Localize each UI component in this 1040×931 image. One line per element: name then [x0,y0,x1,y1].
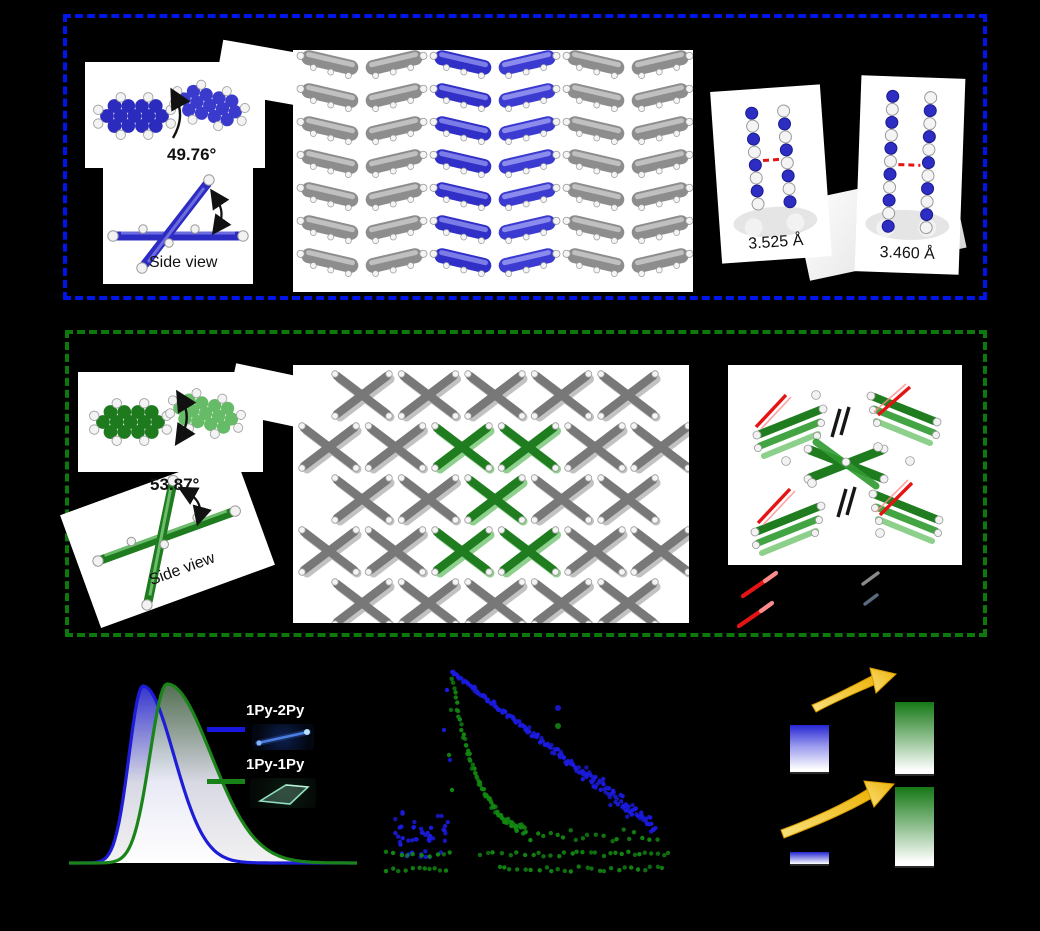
green-plate-crystal-photo [250,778,316,808]
energy-box-green-top [895,702,934,776]
blue-packing-panel [293,50,693,292]
pi-pi-black-contacts [830,406,857,518]
central-molecule [803,438,889,490]
cross-stacking-packing-diagram [293,365,689,623]
ch-pi-red-contacts-light [760,383,909,526]
legend-label-1py1py: 1Py-1Py [246,756,305,773]
twist-angle-arrow [174,389,197,447]
contact-legend-marks [736,570,880,629]
legend-label-1py2py: 1Py-2Py [246,702,305,719]
green-twist-angle-label: 53.87° [150,475,200,494]
decay-scatter-plot [383,669,671,874]
arrow-head-bottom [863,780,896,808]
black-contact-swatch [861,571,880,586]
blue-side-view-label: Side view [149,254,218,271]
energy-box-green-bottom [895,787,934,868]
green-packing-panel [293,365,689,623]
dihedral-arc-arrow [177,486,212,527]
pi-stack-columns-1 [733,104,818,238]
pi-stack-columns-2 [865,89,950,240]
blue-dimer-side-view-panel: Side view [103,168,253,284]
green-contacts-panel [728,365,962,565]
blue-crystal-section [63,14,987,300]
energy-box-blue-top [790,725,829,774]
dihedral-arc-arrow [210,188,232,236]
spectra-plot [69,682,357,865]
arrow-head-top [869,667,898,694]
blue-dimer-top-view-panel: 49.76° [85,62,265,168]
black-contact-swatch [863,593,879,606]
pi-distance-panel-2: 3.460 Å [854,75,966,275]
legend-swatch-blue [207,727,245,732]
blue-dimer-side-view [107,174,249,274]
green-dimer-side-view-panel: Side view [60,451,275,629]
arrow-shaft-top [811,674,879,713]
arrow-shaft-bottom [780,788,873,839]
pi-distance-panel-1: 3.525 Å [710,84,832,264]
j-stacking-packing-diagram [293,50,693,280]
enhancement-arrows [780,667,898,839]
green-dimer-side-view [92,474,241,611]
lifetime-decay-chart [330,650,675,890]
blue-dimer-molecule [93,73,254,140]
ch-pi-red-contacts [754,385,914,525]
green-crystal-section [65,330,987,637]
pi-distance-label-2: 3.460 Å [879,243,936,263]
blue-twist-angle-label: 49.76° [167,145,217,164]
green-dimer-molecule [89,382,250,447]
energy-box-blue-bottom [790,852,829,866]
energy-level-diagram [770,660,1040,890]
blue-needle-crystal-photo [252,724,314,750]
twist-angle-arrow [170,87,191,139]
emission-spectra-chart: 1Py-2Py 1Py-1Py [55,650,365,890]
legend-swatch-green [207,779,245,784]
ch-pi-contact-cluster [728,383,962,565]
